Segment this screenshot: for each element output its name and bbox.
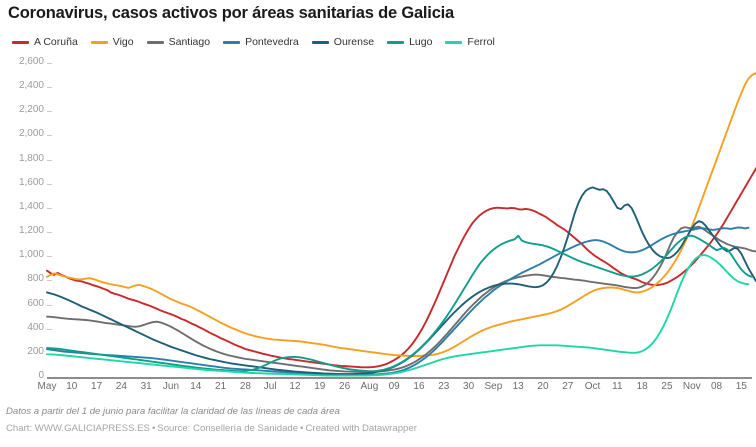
y-axis-tick-mark xyxy=(47,87,52,89)
y-axis-tick-label: 200 xyxy=(27,345,44,357)
x-axis-tick-label: 19 xyxy=(314,381,326,392)
y-axis-tick-label: 1,400 xyxy=(18,200,44,212)
chart-legend: A Coruña Vigo Santiago Pontevedra Ourense Lug… xyxy=(12,36,508,48)
x-axis-tick-label: 16 xyxy=(413,381,425,392)
chart-credits: Chart: WWW.GALICIAPRESS.ES • Source: Conse… xyxy=(6,423,417,434)
legend-item-a-coruña[interactable]: A Coruña xyxy=(12,36,78,48)
x-axis-tick-label: 23 xyxy=(438,381,450,392)
x-axis-tick-label: 31 xyxy=(140,381,152,392)
x-axis-line xyxy=(47,377,752,379)
legend-swatch-icon xyxy=(311,40,329,44)
x-axis-tick-label: 17 xyxy=(91,381,103,392)
x-axis-tick-label: 20 xyxy=(537,381,549,392)
y-axis-tick-label: 1,800 xyxy=(18,152,44,164)
y-axis-tick-label: 1,600 xyxy=(18,176,44,188)
legend-swatch-icon xyxy=(445,40,463,44)
y-axis-tick-mark xyxy=(47,232,52,234)
x-axis-tick-label: 24 xyxy=(115,381,127,392)
legend-item-label: A Coruña xyxy=(34,36,78,48)
x-axis-tick-label: Oct xyxy=(584,381,601,392)
legend-swatch-icon xyxy=(223,40,241,44)
x-axis-tick-label: 14 xyxy=(190,381,202,392)
series-line-ferrol[interactable] xyxy=(46,254,750,377)
legend-item-label: Vigo xyxy=(112,36,134,48)
x-axis-tick-label: Nov xyxy=(682,381,701,392)
y-axis-tick-mark xyxy=(47,135,52,137)
y-axis-tick-mark xyxy=(47,159,52,161)
y-axis-tick-mark xyxy=(47,183,52,185)
y-axis-tick-mark xyxy=(47,256,52,258)
series-line-lugo[interactable] xyxy=(46,234,753,373)
legend-swatch-icon xyxy=(12,40,29,44)
series-line-a-coruña[interactable] xyxy=(46,149,756,369)
x-axis-tick-label: 12 xyxy=(289,381,301,392)
x-axis-tick-label: Aug xyxy=(360,381,379,392)
x-axis-tick-label: Sep xyxy=(484,381,503,392)
x-axis-tick-label: May xyxy=(37,381,57,392)
x-axis-tick-label: 30 xyxy=(463,381,475,392)
x-axis-tick-label: 25 xyxy=(661,381,673,392)
y-axis-tick-label: 1,200 xyxy=(18,225,44,237)
series-line-pontevedra[interactable] xyxy=(46,226,750,376)
y-axis-tick-label: 2,000 xyxy=(18,128,44,140)
y-axis-tick-label: 600 xyxy=(27,297,44,309)
plot-area xyxy=(0,55,756,380)
y-axis-tick-label: 2,600 xyxy=(18,56,44,67)
credit-source: Source: Consellería de Sanidade xyxy=(157,423,299,434)
credit-separator-1: • xyxy=(151,423,156,434)
y-axis-tick-mark xyxy=(47,328,52,330)
y-axis-tick-mark xyxy=(47,304,52,306)
y-axis-tick-mark xyxy=(47,280,52,282)
y-axis-tick-mark xyxy=(47,63,52,64)
y-axis-tick-label: 800 xyxy=(27,273,44,285)
x-axis-tick-label: 11 xyxy=(612,381,623,392)
y-axis-tick-label: 2,200 xyxy=(18,104,44,116)
legend-item-vigo[interactable]: Vigo xyxy=(90,36,134,48)
y-axis-tick-mark xyxy=(47,352,52,354)
legend-item-pontevedra[interactable]: Pontevedra xyxy=(223,36,299,48)
y-axis-tick-label: 2,400 xyxy=(18,80,44,92)
y-axis-tick-label: 1,000 xyxy=(18,249,44,261)
page-title: Coronavirus, casos activos por áreas san… xyxy=(8,4,455,22)
legend-swatch-icon xyxy=(90,40,108,44)
credit-separator-2: • xyxy=(300,423,304,434)
legend-item-lugo[interactable]: Lugo xyxy=(387,36,432,48)
x-axis-tick-label: 08 xyxy=(711,381,723,392)
y-axis-tick-label: 400 xyxy=(27,321,44,333)
x-axis-tick-label: Jun xyxy=(162,381,180,392)
legend-swatch-icon xyxy=(387,40,405,44)
x-axis-tick-label: 26 xyxy=(339,381,351,392)
legend-item-label: Lugo xyxy=(409,36,433,48)
series-line-vigo[interactable] xyxy=(46,72,756,357)
x-axis-tick-label: 18 xyxy=(636,381,648,392)
x-axis-tick-label: 21 xyxy=(215,381,227,392)
x-axis-tick-label: 09 xyxy=(388,381,400,392)
x-axis-tick-label: 13 xyxy=(512,381,524,392)
legend-item-ourense[interactable]: Ourense xyxy=(311,36,375,48)
x-axis-tick-label: 27 xyxy=(562,381,574,392)
legend-item-santiago[interactable]: Santiago xyxy=(146,36,211,48)
credit-created[interactable]: Created with Datawrapper xyxy=(305,423,417,434)
chart-footnote: Datos a partir del 1 de junio para facil… xyxy=(6,406,340,417)
legend-item-label: Ourense xyxy=(333,36,375,48)
credit-chart: Chart: WWW.GALICIAPRESS.ES xyxy=(6,423,150,434)
chart-lines-svg xyxy=(46,72,756,377)
series-line-santiago[interactable] xyxy=(46,225,756,373)
legend-item-label: Santiago xyxy=(168,36,211,48)
x-axis-tick-label: 28 xyxy=(239,381,251,392)
legend-item-ferrol[interactable]: Ferrol xyxy=(445,36,495,48)
y-axis-tick-label: 0 xyxy=(38,370,44,381)
x-axis-tick-label: 10 xyxy=(66,381,78,392)
x-axis-tick-label: 15 xyxy=(735,381,747,392)
legend-item-label: Ferrol xyxy=(467,36,495,48)
y-axis-tick-mark xyxy=(47,111,52,113)
legend-item-label: Pontevedra xyxy=(245,36,299,48)
legend-swatch-icon xyxy=(146,40,164,44)
y-axis-tick-mark xyxy=(47,207,52,209)
x-axis-tick-label: Jul xyxy=(263,381,277,392)
